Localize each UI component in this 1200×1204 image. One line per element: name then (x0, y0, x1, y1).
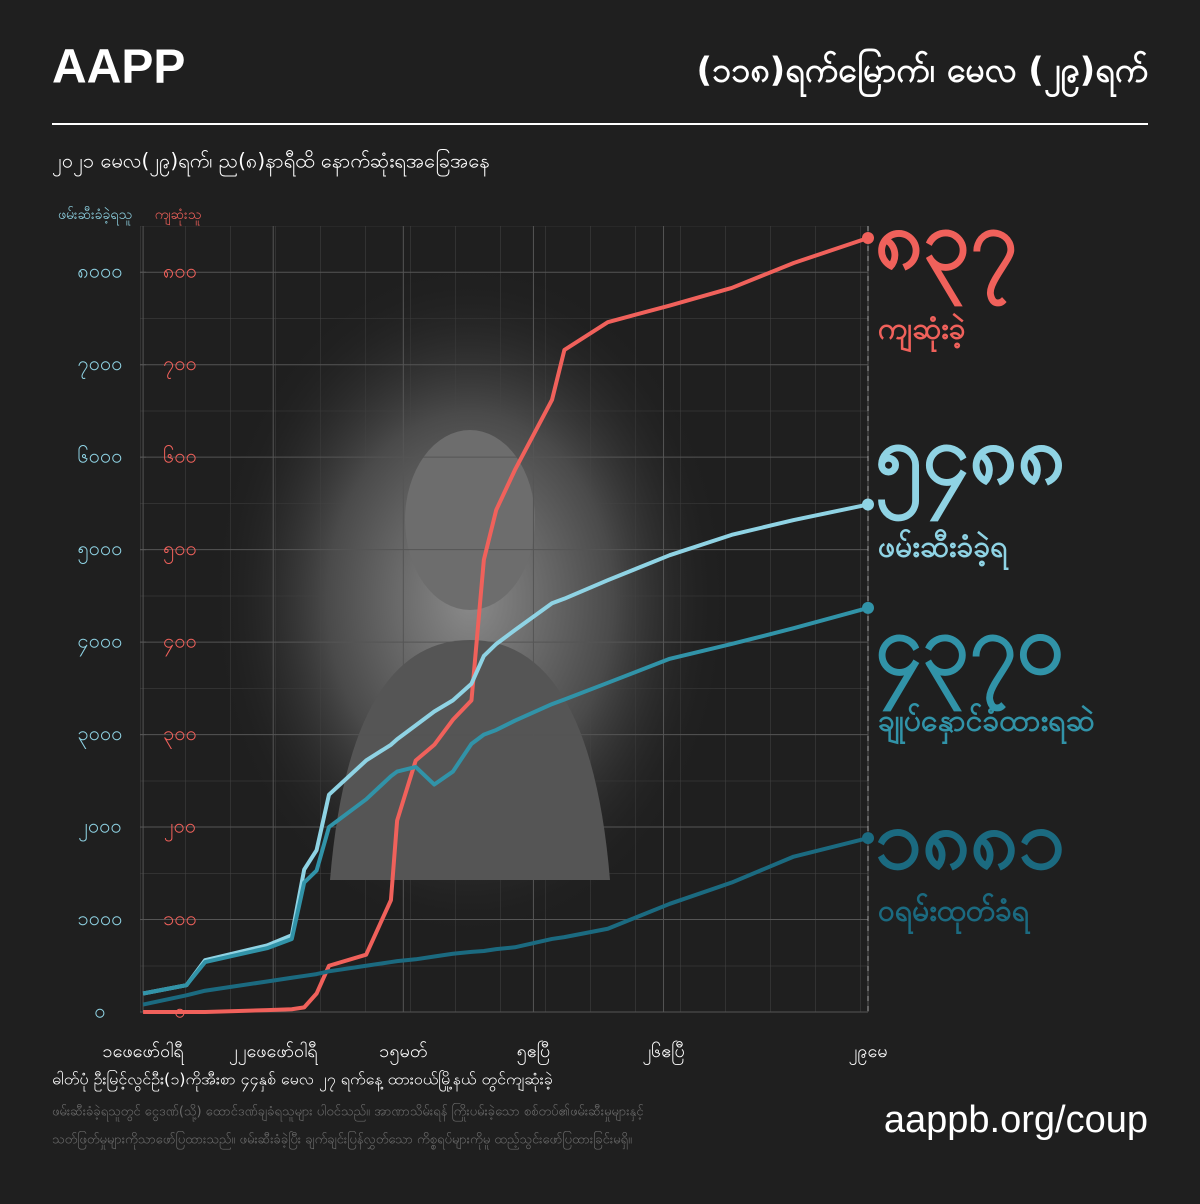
y-tick-label: ၂၀၀၀ (78, 814, 122, 842)
y-tick-label: ၄၀၀၀ (78, 629, 123, 657)
series-line (142, 836, 869, 1007)
y2-axis-label: ကျဆုံးသူ (155, 207, 202, 225)
photo-caption: ဓါတ်ပုံ ဦးမြင့်လွင်ဦး(၁)ကိုအီးစာ ၄၄နှစ် … (52, 1070, 553, 1092)
legend-label: ဖမ်းဆီးခံခဲ့ရ (878, 529, 1010, 572)
y-tick-label: ၈၀၀၀ (77, 259, 122, 283)
legend-label: ချုပ်နှောင်ခံထားရဆဲ (878, 703, 1094, 746)
y2-tick-label: ၁၀၀ (163, 906, 197, 930)
end-dot (862, 601, 874, 614)
y-tick-label: ၆၀၀၀ (78, 444, 123, 468)
y2-tick-label: ၆၀၀ (163, 444, 197, 468)
x-tick-label: ၂၉မေ (848, 1041, 887, 1065)
x-tick-label: ၂၆ဧပြီ (642, 1041, 684, 1065)
subtitle: ၂၀၂၁ မေလ(၂၉)ရက်၊ ည(၈)နာရီထိ နောက်ဆုံးရအခ… (52, 149, 490, 177)
note: သတ်ဖြတ်မှုများကိုသာဖော်ပြထားသည်။ ဖမ်းဆီး… (52, 1131, 632, 1150)
x-tick-label: ၁၅မတ် (379, 1041, 427, 1065)
title: (၁၁၈)ရက်မြောက်၊ မေလ (၂၉)ရက် (696, 50, 1148, 98)
x-tick-label: ၂၂ဖေဖော်ဝါရီ (229, 1041, 318, 1065)
y-tick-label: ၇၀၀၀ (78, 351, 123, 379)
y2-tick-label: ၅၀၀ (163, 536, 197, 564)
brand: AAPP (52, 41, 185, 94)
y2-tick-label: ၄၀၀ (163, 629, 197, 657)
y2-tick-label: ၃၀၀ (163, 721, 197, 749)
series-line (143, 236, 869, 1014)
y2-tick-label: ၇၀၀ (163, 351, 197, 379)
end-dot (862, 498, 874, 511)
y2-tick-label: ၈၀၀ (163, 259, 197, 283)
y-tick-label: ၅၀၀၀ (78, 536, 123, 564)
legend-label: ဝရမ်းထုတ်ခံရ (878, 893, 1032, 936)
url: aappb.org/coup (884, 1099, 1148, 1141)
photo-face (405, 430, 535, 610)
end-value-label: ၁၈၈၁ (875, 790, 1065, 888)
end-value-label: ၄၃၇၀ (875, 595, 1064, 712)
x-tick-label: ၅ဧပြီ (517, 1041, 551, 1065)
end-dot (862, 832, 874, 845)
y-tick-label: ၀ (94, 999, 105, 1023)
y2-tick-label: ၂၀၀ (164, 814, 196, 842)
note: ဖမ်းဆီးခံခဲ့ရသူတွင် ငွေဒဏ်(သို့) ထောင်ဒဏ… (52, 1103, 644, 1122)
series-line (142, 605, 869, 996)
y-tick-label: ၃၀၀၀ (78, 721, 123, 749)
x-tick-label: ၁ဖေဖော်ဝါရီ (102, 1041, 184, 1065)
end-value-label: ၈၃၇ (875, 190, 1018, 307)
y-axis-label: ဖမ်းဆီးခံခဲ့ရသူ (58, 207, 132, 225)
end-dot (862, 232, 874, 245)
end-value-label: ၅၄၈၈ (875, 405, 1065, 522)
photo-body (330, 640, 610, 880)
y-tick-label: ၁၀၀၀ (78, 906, 123, 930)
